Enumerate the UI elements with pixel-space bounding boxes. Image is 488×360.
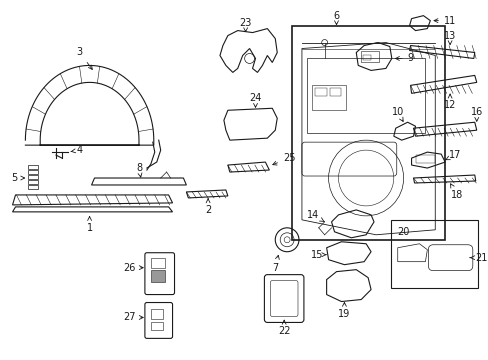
Text: 14: 14 [306, 210, 324, 221]
Text: 24: 24 [249, 93, 261, 107]
Text: 26: 26 [122, 263, 143, 273]
Bar [28, 165, 38, 169]
Text: 9: 9 [395, 54, 413, 63]
Text: 22: 22 [277, 320, 290, 336]
Bar [150, 258, 164, 268]
Bar [28, 170, 38, 174]
Text: 13: 13 [443, 31, 455, 45]
Text: 10: 10 [391, 107, 403, 121]
Text: 12: 12 [443, 94, 455, 110]
Bar [28, 180, 38, 184]
Text: 20: 20 [397, 227, 409, 237]
Text: 4: 4 [71, 145, 82, 155]
Bar [150, 310, 163, 319]
Text: 19: 19 [338, 302, 350, 319]
Bar [150, 323, 163, 330]
Bar [329, 88, 341, 96]
Text: 8: 8 [136, 163, 142, 177]
Text: 1: 1 [86, 217, 92, 233]
Bar [314, 88, 326, 96]
Bar [291, 26, 444, 240]
Text: 18: 18 [449, 184, 462, 200]
Text: 16: 16 [469, 107, 482, 121]
Text: 17: 17 [445, 150, 460, 160]
Text: 3: 3 [77, 48, 92, 69]
Bar [306, 58, 425, 133]
Bar [390, 220, 477, 288]
Text: 23: 23 [239, 18, 251, 32]
Bar [150, 270, 164, 282]
Text: 27: 27 [122, 312, 143, 323]
Bar [415, 155, 434, 163]
Text: 2: 2 [204, 199, 211, 215]
Text: 15: 15 [310, 250, 325, 260]
Bar [28, 185, 38, 189]
Bar [311, 85, 346, 110]
Bar [28, 175, 38, 179]
Text: 5: 5 [11, 173, 24, 183]
Text: 7: 7 [272, 255, 279, 273]
Bar [363, 55, 370, 60]
Bar [361, 50, 378, 62]
Text: 21: 21 [469, 253, 487, 263]
Text: 6: 6 [333, 11, 339, 25]
Text: 25: 25 [272, 153, 295, 165]
Text: 11: 11 [433, 15, 455, 26]
